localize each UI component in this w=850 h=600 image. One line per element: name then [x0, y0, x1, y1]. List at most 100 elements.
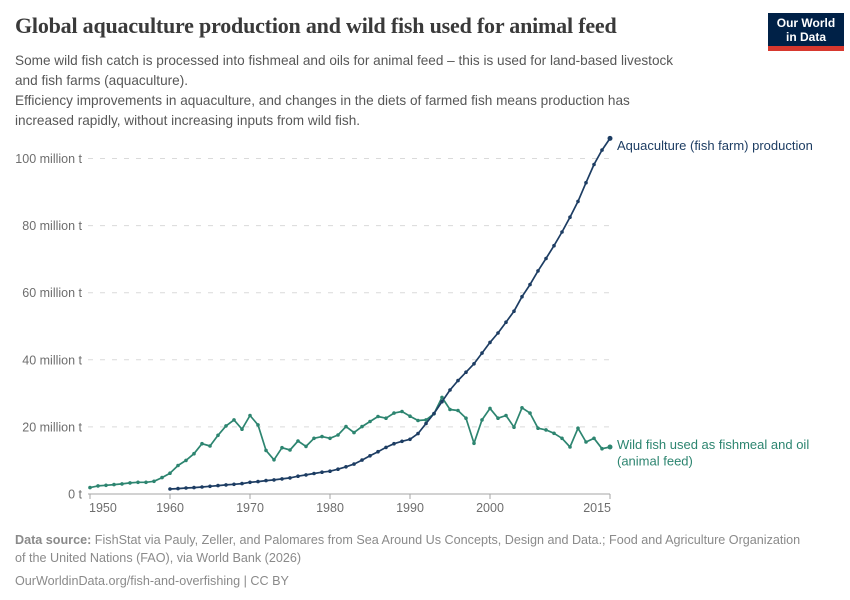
- series-point-aquaculture-fish-farm-production: [376, 449, 380, 454]
- series-point-wild-fish-used-as-fishmeal-and-oil-animal-feed: [560, 436, 564, 441]
- series-point-wild-fish-used-as-fishmeal-and-oil-animal-feed: [152, 479, 156, 484]
- series-point-wild-fish-used-as-fishmeal-and-oil-animal-feed: [160, 475, 164, 480]
- series-point-aquaculture-fish-farm-production: [224, 483, 228, 487]
- series-point-aquaculture-fish-farm-production: [472, 362, 476, 366]
- series-line-aquaculture-fish-farm-production: [169, 137, 611, 490]
- series-point-wild-fish-used-as-fishmeal-and-oil-animal-feed: [248, 413, 252, 418]
- series-point-wild-fish-used-as-fishmeal-and-oil-animal-feed: [607, 444, 613, 450]
- series-point-wild-fish-used-as-fishmeal-and-oil-animal-feed: [168, 471, 172, 476]
- series-point-aquaculture-fish-farm-production: [312, 471, 316, 476]
- series-point-wild-fish-used-as-fishmeal-and-oil-animal-feed: [216, 433, 220, 438]
- series-point-aquaculture-fish-farm-production: [568, 215, 572, 219]
- chart-footer: Data source: FishStat via Pauly, Zeller,…: [15, 531, 840, 590]
- y-tick-label: 60 million t: [22, 286, 82, 300]
- series-point-aquaculture-fish-farm-production: [536, 269, 540, 273]
- canonical-url: OurWorldinData.org/fish-and-overfishing …: [15, 574, 289, 588]
- series-point-wild-fish-used-as-fishmeal-and-oil-animal-feed: [120, 482, 124, 486]
- series-point-aquaculture-fish-farm-production: [448, 388, 452, 392]
- series-point-wild-fish-used-as-fishmeal-and-oil-animal-feed: [376, 414, 380, 419]
- series-point-aquaculture-fish-farm-production: [600, 148, 604, 152]
- series-point-aquaculture-fish-farm-production: [320, 470, 324, 475]
- series-point-wild-fish-used-as-fishmeal-and-oil-animal-feed: [264, 448, 268, 453]
- series-point-wild-fish-used-as-fishmeal-and-oil-animal-feed: [336, 433, 340, 437]
- series-point-aquaculture-fish-farm-production: [440, 399, 444, 404]
- series-point-wild-fish-used-as-fishmeal-and-oil-animal-feed: [136, 480, 140, 485]
- series-point-aquaculture-fish-farm-production: [552, 243, 556, 248]
- series-point-wild-fish-used-as-fishmeal-and-oil-animal-feed: [272, 458, 276, 462]
- series-point-aquaculture-fish-farm-production: [520, 294, 524, 299]
- series-point-wild-fish-used-as-fishmeal-and-oil-animal-feed: [488, 406, 492, 411]
- series-point-wild-fish-used-as-fishmeal-and-oil-animal-feed: [440, 395, 444, 400]
- series-point-wild-fish-used-as-fishmeal-and-oil-animal-feed: [472, 441, 476, 446]
- data-source-label: Data source:: [15, 533, 92, 547]
- series-point-wild-fish-used-as-fishmeal-and-oil-animal-feed: [96, 484, 100, 488]
- series-point-aquaculture-fish-farm-production: [584, 180, 588, 185]
- series-point-wild-fish-used-as-fishmeal-and-oil-animal-feed: [416, 418, 420, 423]
- series-point-wild-fish-used-as-fishmeal-and-oil-animal-feed: [600, 446, 604, 451]
- series-point-wild-fish-used-as-fishmeal-and-oil-animal-feed: [144, 480, 148, 485]
- series-point-wild-fish-used-as-fishmeal-and-oil-animal-feed: [496, 416, 500, 421]
- series-point-aquaculture-fish-farm-production: [576, 199, 580, 204]
- series-point-aquaculture-fish-farm-production: [560, 230, 564, 234]
- series-point-aquaculture-fish-farm-production: [607, 135, 613, 141]
- series-point-wild-fish-used-as-fishmeal-and-oil-animal-feed: [240, 427, 244, 432]
- series-point-aquaculture-fish-farm-production: [368, 454, 372, 458]
- series-point-wild-fish-used-as-fishmeal-and-oil-animal-feed: [128, 481, 132, 485]
- series-point-aquaculture-fish-farm-production: [360, 458, 364, 462]
- owid-logo: Our World in Data: [768, 13, 844, 51]
- series-point-aquaculture-fish-farm-production: [216, 483, 220, 488]
- series-point-wild-fish-used-as-fishmeal-and-oil-animal-feed: [104, 483, 108, 488]
- series-point-wild-fish-used-as-fishmeal-and-oil-animal-feed: [208, 444, 212, 448]
- series-point-wild-fish-used-as-fishmeal-and-oil-animal-feed: [312, 436, 316, 441]
- series-line-wild-fish-used-as-fishmeal-and-oil-animal-feed: [89, 396, 611, 489]
- series-point-aquaculture-fish-farm-production: [344, 465, 348, 469]
- series-point-aquaculture-fish-farm-production: [328, 469, 332, 474]
- series-point-aquaculture-fish-farm-production: [592, 162, 596, 167]
- series-point-aquaculture-fish-farm-production: [232, 482, 236, 487]
- series-point-aquaculture-fish-farm-production: [296, 474, 300, 479]
- series-point-aquaculture-fish-farm-production: [208, 484, 212, 489]
- series-point-aquaculture-fish-farm-production: [184, 486, 188, 490]
- series-point-wild-fish-used-as-fishmeal-and-oil-animal-feed: [392, 411, 396, 415]
- series-point-wild-fish-used-as-fishmeal-and-oil-animal-feed: [408, 414, 412, 419]
- y-tick-label: 40 million t: [22, 353, 82, 367]
- series-label-wild-fish-used-as-fishmeal-and-oil-animal-feed: Wild fish used as fishmeal and oil: [617, 437, 809, 452]
- chart-subtitle: Some wild fish catch is processed into f…: [15, 53, 674, 128]
- series-point-wild-fish-used-as-fishmeal-and-oil-animal-feed: [224, 424, 228, 428]
- x-tick-label: 2015: [583, 501, 611, 515]
- series-point-wild-fish-used-as-fishmeal-and-oil-animal-feed: [400, 409, 404, 414]
- y-tick-label: 100 million t: [15, 152, 82, 166]
- series-point-wild-fish-used-as-fishmeal-and-oil-animal-feed: [448, 407, 452, 412]
- series-point-aquaculture-fish-farm-production: [192, 485, 196, 490]
- y-tick-label: 20 million t: [22, 420, 82, 434]
- series-point-aquaculture-fish-farm-production: [496, 331, 500, 335]
- data-source: Data source: FishStat via Pauly, Zeller,…: [15, 531, 840, 567]
- series-point-wild-fish-used-as-fishmeal-and-oil-animal-feed: [192, 451, 196, 456]
- series-point-wild-fish-used-as-fishmeal-and-oil-animal-feed: [304, 444, 308, 449]
- series-point-wild-fish-used-as-fishmeal-and-oil-animal-feed: [584, 440, 588, 444]
- series-point-aquaculture-fish-farm-production: [512, 309, 516, 314]
- series-point-wild-fish-used-as-fishmeal-and-oil-animal-feed: [112, 482, 116, 487]
- series-point-wild-fish-used-as-fishmeal-and-oil-animal-feed: [592, 436, 596, 441]
- series-point-wild-fish-used-as-fishmeal-and-oil-animal-feed: [232, 418, 236, 422]
- series-point-wild-fish-used-as-fishmeal-and-oil-animal-feed: [456, 408, 460, 413]
- series-point-wild-fish-used-as-fishmeal-and-oil-animal-feed: [536, 426, 540, 431]
- series-point-aquaculture-fish-farm-production: [464, 370, 468, 375]
- series-point-aquaculture-fish-farm-production: [384, 445, 388, 450]
- series-point-wild-fish-used-as-fishmeal-and-oil-animal-feed: [320, 434, 324, 439]
- series-point-wild-fish-used-as-fishmeal-and-oil-animal-feed: [288, 448, 292, 452]
- series-point-aquaculture-fish-farm-production: [504, 320, 508, 325]
- series-point-wild-fish-used-as-fishmeal-and-oil-animal-feed: [200, 441, 204, 446]
- series-point-wild-fish-used-as-fishmeal-and-oil-animal-feed: [512, 425, 516, 430]
- series-point-wild-fish-used-as-fishmeal-and-oil-animal-feed: [184, 458, 188, 463]
- series-point-wild-fish-used-as-fishmeal-and-oil-animal-feed: [280, 445, 284, 450]
- series-point-aquaculture-fish-farm-production: [240, 481, 244, 486]
- series-point-aquaculture-fish-farm-production: [200, 485, 204, 489]
- series-point-aquaculture-fish-farm-production: [432, 411, 436, 416]
- series-point-aquaculture-fish-farm-production: [304, 473, 308, 477]
- series-point-wild-fish-used-as-fishmeal-and-oil-animal-feed: [504, 413, 508, 418]
- y-tick-label: 0 t: [68, 488, 82, 502]
- series-point-wild-fish-used-as-fishmeal-and-oil-animal-feed: [360, 424, 364, 429]
- series-point-wild-fish-used-as-fishmeal-and-oil-animal-feed: [328, 436, 332, 441]
